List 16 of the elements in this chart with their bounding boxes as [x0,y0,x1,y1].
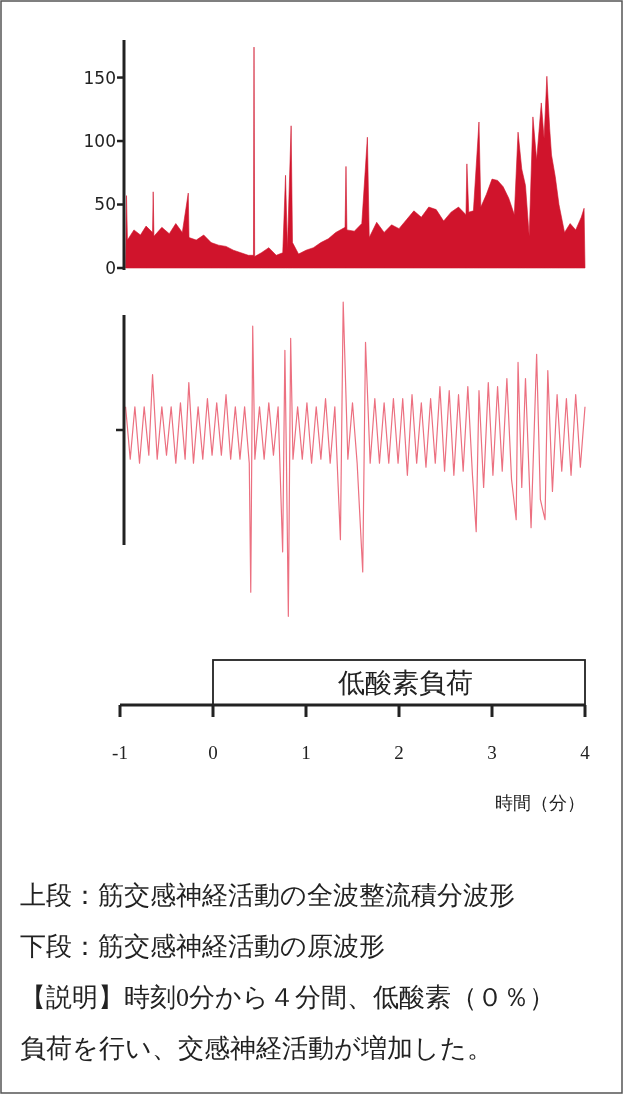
y-tick-label: 0 [105,257,116,278]
x-tick-label: 2 [394,741,404,763]
x-tick-label: 0 [208,741,218,763]
x-axis-title: 時間（分） [495,792,585,814]
x-tick-label: 4 [580,741,591,763]
y-tick-label: 50 [94,194,116,215]
text: 下段：筋交感神経活動の原波形 [20,932,385,962]
x-tick-label: 3 [487,741,497,763]
x-tick-label: -1 [112,741,128,763]
y-tick-label: 150 [83,67,116,88]
band-label: 低酸素負荷 [337,667,473,699]
x-tick-label: 1 [301,741,311,763]
y-tick-label: 100 [83,130,116,151]
text: 上段：筋交感神経活動の全波整流積分波形 [20,881,515,911]
text: 負荷を行い、交感神経活動が増加した。 [20,1034,493,1064]
text: 【説明】時刻0分から４分間、低酸素（０％） [20,983,555,1013]
